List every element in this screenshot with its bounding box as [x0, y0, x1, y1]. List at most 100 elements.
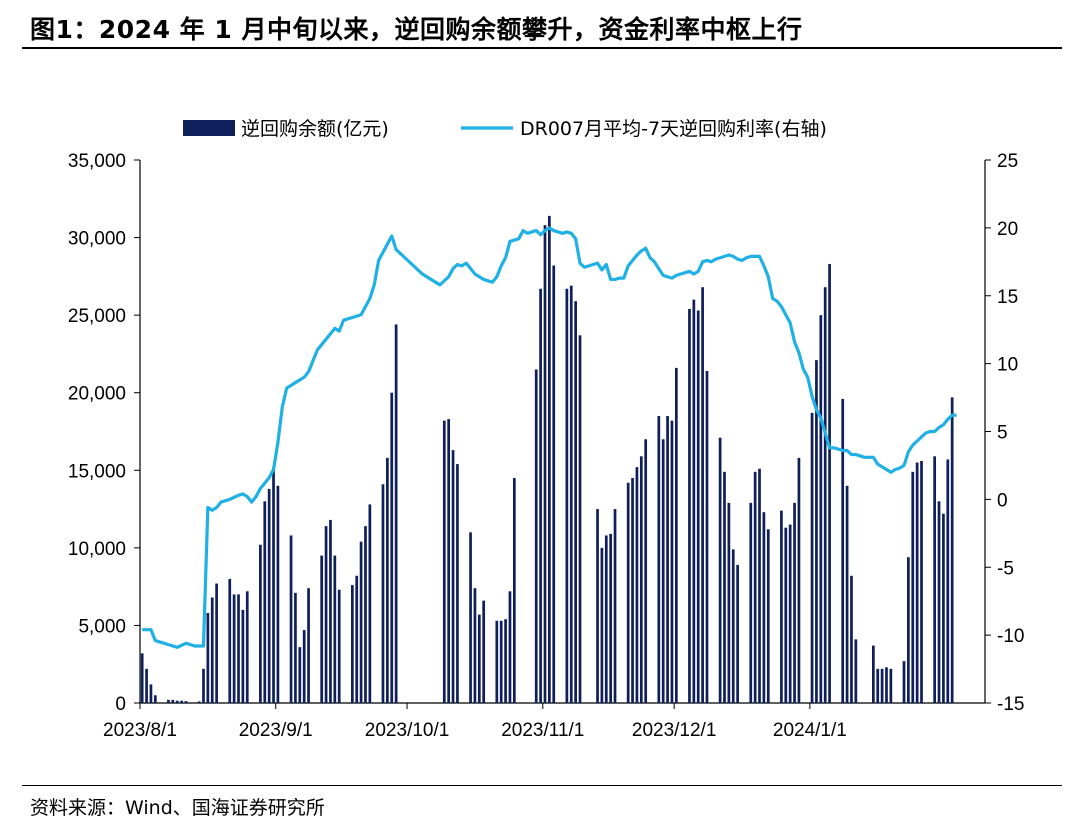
bar [206, 613, 210, 703]
bar [359, 541, 363, 703]
bar [788, 524, 792, 703]
bar [920, 460, 923, 703]
legend-bar-label: 逆回购余额(亿元) [241, 118, 389, 140]
bar [692, 299, 696, 703]
bar [937, 501, 941, 703]
source-rule [22, 785, 1062, 786]
bar [167, 699, 170, 703]
bar [854, 639, 858, 703]
right-tick-label: 25 [997, 151, 1018, 172]
line-series [142, 226, 957, 649]
bar [810, 412, 814, 703]
bar [307, 588, 310, 703]
bar [613, 509, 617, 703]
bar [320, 555, 324, 703]
x-tick-label: 2023/10/1 [365, 720, 450, 741]
rate-line [142, 226, 957, 649]
bar [364, 526, 367, 703]
bar [666, 415, 669, 703]
bar [950, 397, 954, 703]
legend-line-label: DR007月平均-7天逆回购利率(右轴) [520, 118, 827, 140]
bar [153, 695, 157, 703]
bar [911, 471, 915, 703]
bar [915, 462, 919, 703]
bar [482, 600, 486, 703]
bar [390, 392, 394, 703]
bar [574, 301, 577, 703]
right-tick-label: 15 [997, 287, 1018, 308]
bar [727, 502, 731, 703]
bar [889, 668, 893, 703]
bar [350, 585, 354, 703]
bar [635, 467, 639, 703]
legend-bar-swatch [183, 120, 235, 136]
bar [639, 456, 643, 703]
figure-title: 图1：2024 年 1 月中旬以来，逆回购余额攀升，资金利率中枢上行 [30, 15, 803, 44]
bar [451, 450, 455, 703]
bar [701, 287, 704, 703]
bar [324, 526, 328, 703]
bar [609, 533, 613, 703]
right-tick-label: -15 [997, 694, 1024, 715]
bar [259, 544, 262, 703]
bar [569, 285, 573, 703]
bar [245, 591, 249, 703]
bar [885, 667, 888, 703]
bar [473, 588, 477, 703]
bar [477, 614, 481, 703]
bar [784, 527, 788, 703]
bar [184, 701, 188, 703]
x-tick-label: 2024/1/1 [773, 720, 847, 741]
bar [841, 398, 845, 703]
bar [688, 308, 691, 703]
bar [272, 467, 275, 703]
bar [469, 532, 472, 703]
bar [780, 510, 783, 703]
bar [876, 668, 880, 703]
bar [394, 324, 398, 703]
bar [565, 288, 569, 703]
bar [845, 485, 849, 703]
bar [749, 502, 753, 703]
bar [661, 439, 665, 703]
bar [718, 437, 722, 703]
source-note: 资料来源：Wind、国海证券研究所 [30, 797, 325, 819]
bar [210, 597, 214, 703]
x-tick-label: 2023/9/1 [239, 720, 313, 741]
bar [850, 575, 853, 703]
bar [797, 457, 801, 703]
bar [815, 360, 818, 703]
bar [762, 512, 766, 703]
title-rule [22, 47, 1062, 49]
bar [828, 263, 831, 703]
bar [202, 668, 205, 703]
bar [670, 420, 674, 703]
bar [758, 468, 761, 703]
bar [289, 535, 293, 703]
bar [145, 668, 148, 703]
x-tick-label: 2023/12/1 [632, 720, 717, 741]
bar [456, 464, 459, 703]
bar [548, 215, 551, 703]
right-tick-label: 5 [997, 423, 1008, 444]
bar-series [140, 215, 954, 703]
bar [902, 661, 906, 703]
bar [631, 478, 634, 703]
bar [508, 591, 512, 703]
right-tick-label: 0 [997, 490, 1008, 511]
left-tick-label: 25,000 [68, 306, 126, 327]
left-tick-label: 30,000 [68, 229, 126, 250]
bar [442, 420, 446, 703]
x-tick-label: 2023/8/1 [103, 720, 177, 741]
bar [731, 549, 735, 703]
bar [263, 501, 267, 703]
right-tick-label: 20 [997, 219, 1018, 240]
left-tick-label: 5,000 [78, 616, 126, 637]
bar [512, 478, 516, 703]
bar [140, 653, 144, 703]
bar [215, 583, 218, 703]
bar [723, 471, 726, 703]
bar [696, 310, 700, 703]
bar [228, 578, 232, 703]
